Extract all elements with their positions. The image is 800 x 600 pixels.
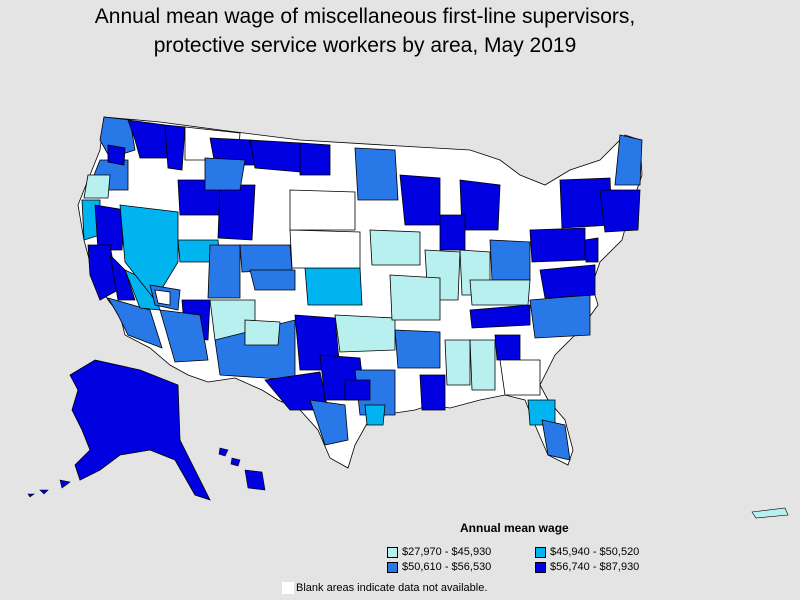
region-new-england bbox=[599, 189, 641, 233]
region-ca-north bbox=[94, 204, 126, 251]
region-maine bbox=[614, 134, 643, 186]
region-houston bbox=[364, 404, 386, 426]
footnote-text: Blank areas indicate data not available. bbox=[296, 582, 488, 594]
region-reno bbox=[154, 289, 171, 306]
region-pennsylvania bbox=[529, 227, 586, 263]
region-montana-mid bbox=[204, 157, 246, 191]
region-nm-alb bbox=[244, 319, 281, 346]
region-texas-south bbox=[309, 399, 349, 446]
legend-label-3: $50,610 - $56,530 bbox=[402, 561, 492, 573]
region-idaho-north bbox=[164, 124, 186, 171]
region-georgia bbox=[499, 359, 541, 396]
region-utah-central bbox=[207, 244, 241, 299]
region-kansas bbox=[304, 267, 363, 306]
legend-item-3: $50,610 - $56,530 bbox=[387, 561, 491, 573]
region-colorado-east bbox=[249, 269, 296, 291]
legend-swatch-1 bbox=[387, 546, 398, 558]
legend-label-1: $27,970 - $45,930 bbox=[402, 546, 492, 558]
aleutian-islands bbox=[27, 479, 71, 498]
region-wisconsin bbox=[399, 174, 441, 226]
region-tennessee bbox=[469, 304, 531, 329]
region-new-jersey bbox=[584, 237, 599, 263]
alaska bbox=[69, 359, 211, 501]
region-missouri bbox=[389, 274, 441, 321]
region-louisiana bbox=[419, 374, 446, 411]
region-montana-east bbox=[249, 139, 301, 173]
region-seattle bbox=[127, 119, 169, 159]
contiguous-us bbox=[77, 116, 643, 469]
region-mississippi bbox=[444, 339, 471, 386]
region-oklahoma bbox=[334, 314, 396, 353]
region-dallas bbox=[344, 379, 371, 401]
region-kentucky bbox=[469, 279, 531, 306]
legend-label-4: $56,740 - $87,930 bbox=[550, 561, 640, 573]
region-south-dakota bbox=[289, 189, 356, 231]
legend-title: Annual mean wage bbox=[460, 521, 569, 535]
legend-swatch-4 bbox=[535, 561, 546, 573]
region-michigan bbox=[459, 179, 501, 231]
map-title-line-2: protective service workers by area, May … bbox=[153, 34, 577, 57]
region-alabama bbox=[469, 339, 496, 391]
region-minnesota bbox=[354, 147, 399, 201]
map-title: Annual mean wage of miscellaneous first-… bbox=[0, 2, 730, 60]
region-carolinas bbox=[529, 294, 591, 339]
region-colorado-west bbox=[239, 244, 293, 273]
region-oregon-south bbox=[83, 174, 111, 199]
footnote-swatch bbox=[282, 582, 294, 594]
region-florida-north bbox=[527, 399, 556, 426]
region-iowa bbox=[369, 229, 421, 266]
region-wyoming bbox=[217, 184, 256, 241]
legend-item-4: $56,740 - $87,930 bbox=[535, 561, 639, 573]
footnote: Blank areas indicate data not available. bbox=[282, 582, 487, 594]
legend-label-2: $45,940 - $50,520 bbox=[550, 546, 640, 558]
region-arizona-central bbox=[159, 309, 209, 363]
legend-item-2: $45,940 - $50,520 bbox=[535, 546, 639, 558]
region-atlanta bbox=[494, 334, 521, 361]
region-florida-south bbox=[541, 419, 571, 461]
region-chicago bbox=[439, 214, 466, 251]
legend-swatch-2 bbox=[535, 546, 546, 558]
legend-swatch-3 bbox=[387, 561, 398, 573]
region-nebraska bbox=[289, 229, 361, 269]
map-title-line-1: Annual mean wage of miscellaneous first-… bbox=[94, 5, 636, 28]
legend-item-1: $27,970 - $45,930 bbox=[387, 546, 491, 558]
region-dakota-north bbox=[299, 142, 331, 176]
region-portland bbox=[107, 144, 126, 166]
region-nevada bbox=[119, 204, 179, 301]
region-ca-central bbox=[109, 253, 136, 301]
hawaii bbox=[218, 447, 266, 491]
puerto-rico bbox=[751, 507, 789, 519]
region-ohio bbox=[489, 239, 531, 281]
region-arkansas bbox=[394, 329, 441, 369]
region-virginia bbox=[539, 264, 596, 299]
